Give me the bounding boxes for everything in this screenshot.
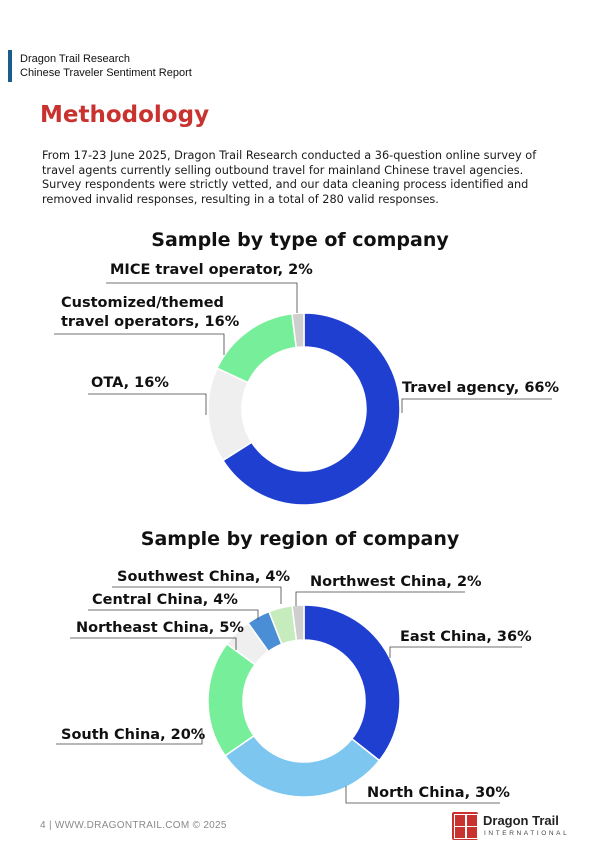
methodology-paragraph: From 17-23 June 2025, Dragon Trail Resea… [42,149,537,206]
logo-wordmark: Dragon Trail [483,813,559,828]
label-southwest-china: Southwest China, 4% [117,569,291,585]
label-northwest-china: Northwest China, 2% [310,574,482,590]
label-east-china: East China, 36% [400,629,532,645]
chart-title-type: Sample by type of company [151,229,449,251]
slice-east-china [303,604,401,762]
page-footer: 4 | WWW.DRAGONTRAIL.COM © 2025 [40,820,227,831]
slice-south-china [207,642,257,757]
label-northeast-china: Northeast China, 5% [76,620,244,636]
company-region-donut-chart: East China, 36% North China, 30% South Chi… [56,569,532,804]
page-title: Methodology [40,102,210,128]
label-mice-travel-operator: MICE travel operator, 2% [110,262,313,278]
logo-seal-icon [452,812,478,840]
chart-title-region: Sample by region of company [140,528,460,550]
logo-tagline: INTERNATIONAL [484,830,570,837]
label-travel-agency: Travel agency, 66% [402,380,560,396]
label-customized-themed-travel-operators-line2: travel operators, 16% [61,314,240,330]
slice-mice-travel-operator [291,312,305,349]
report-name: Chinese Traveler Sentiment Report [20,67,192,79]
header-accent-bar [8,50,12,82]
label-south-china: South China, 20% [61,727,206,743]
company-type-donut-chart: Travel agency, 66% OTA, 16% Customized/the… [54,262,560,506]
slice-travel-agency [221,312,401,506]
dragon-trail-logo: Dragon Trail INTERNATIONAL [452,812,572,842]
label-ota: OTA, 16% [91,375,169,391]
label-customized-themed-travel-operators-line1: Customized/themed [61,295,224,311]
label-central-china: Central China, 4% [92,592,238,608]
slice-north-china [224,734,381,798]
label-north-china: North China, 30% [367,785,510,801]
report-org: Dragon Trail Research [20,53,131,65]
